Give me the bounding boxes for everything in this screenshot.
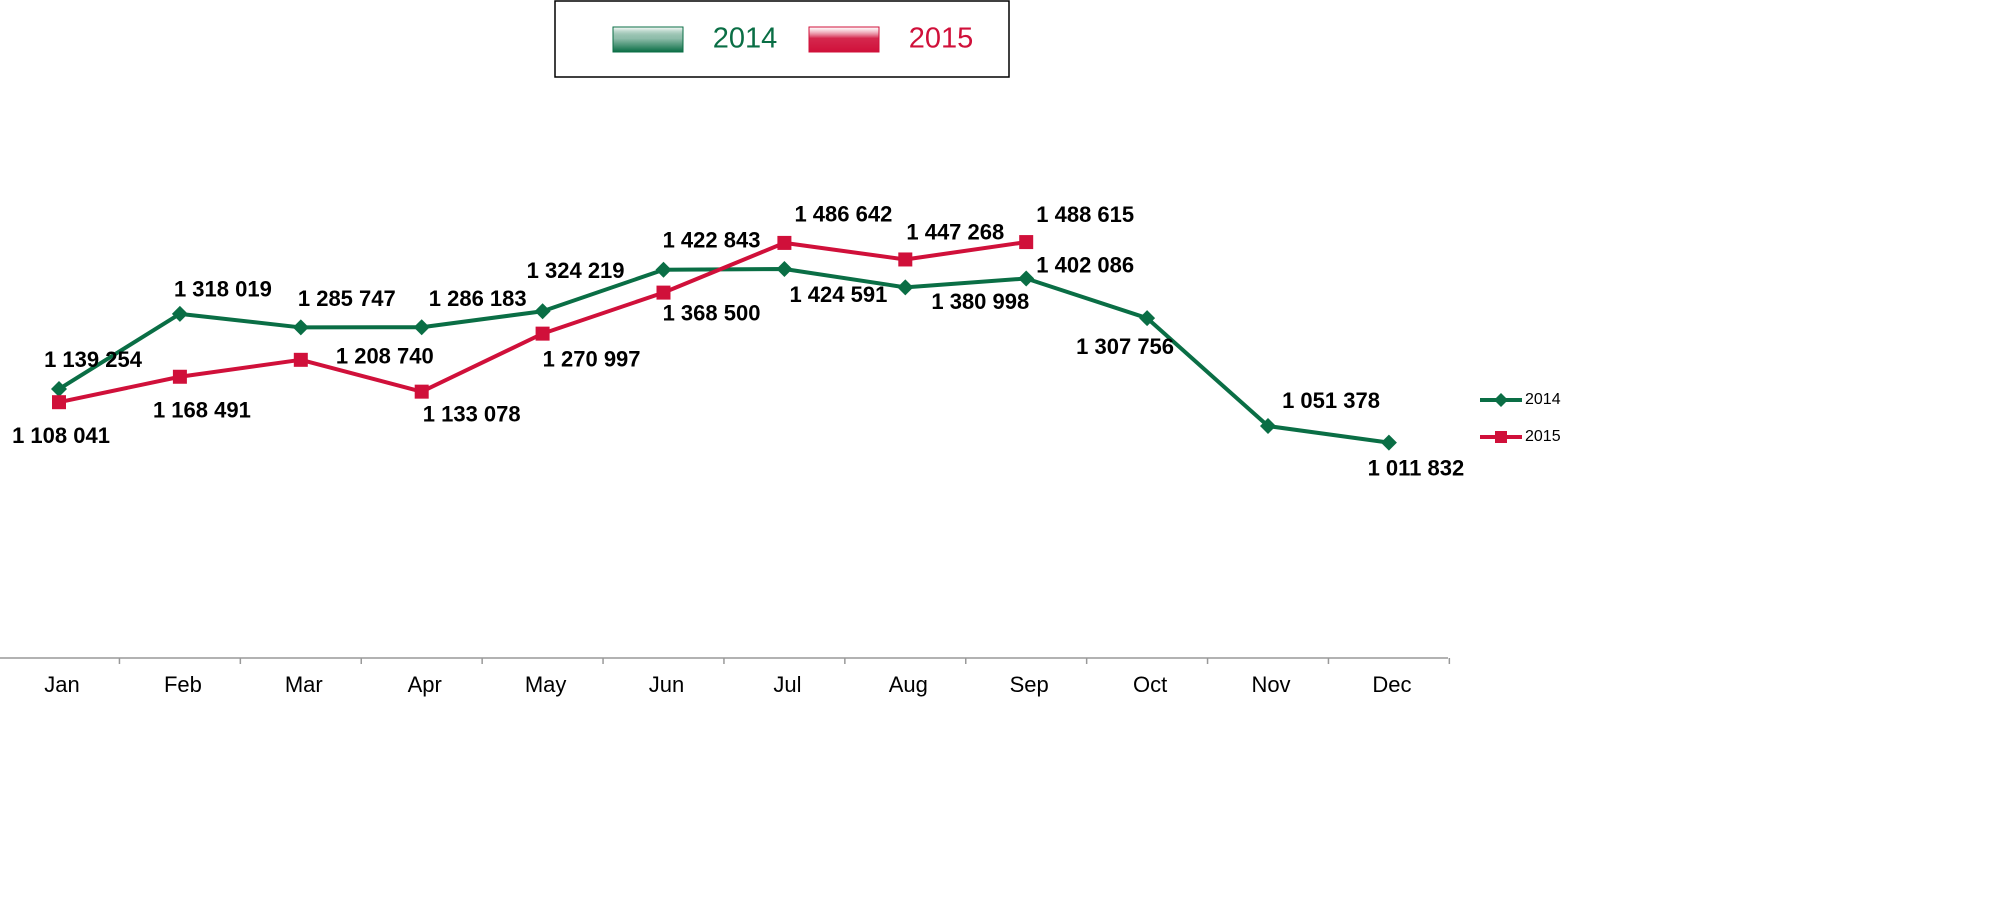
- x-tick-label: Mar: [285, 672, 323, 697]
- x-tick-label: Jan: [44, 672, 79, 697]
- x-tick-label: Dec: [1372, 672, 1411, 697]
- x-tick-label: Oct: [1133, 672, 1167, 697]
- legend-swatch: [612, 26, 684, 53]
- marker: [897, 279, 914, 296]
- marker: [1018, 270, 1035, 287]
- data-label: 1 402 086: [1036, 252, 1134, 277]
- x-tick-label: May: [525, 672, 567, 697]
- x-tick-label: Feb: [164, 672, 202, 697]
- marker: [655, 261, 672, 278]
- data-label: 1 318 019: [174, 277, 272, 302]
- data-label: 1 324 219: [527, 258, 625, 283]
- data-label: 1 139 254: [44, 347, 143, 372]
- data-label: 1 447 268: [906, 219, 1004, 244]
- data-label: 1 208 740: [336, 344, 434, 369]
- marker: [898, 252, 913, 267]
- marker: [293, 352, 308, 367]
- data-label: 1 108 041: [12, 423, 110, 448]
- x-tick-label: Jun: [649, 672, 684, 697]
- data-label: 1 488 615: [1036, 202, 1134, 227]
- data-label: 1 380 998: [931, 289, 1029, 314]
- marker: [292, 319, 309, 336]
- marker: [414, 384, 429, 399]
- x-tick-label: Aug: [889, 672, 928, 697]
- marker: [171, 305, 188, 322]
- data-label: 1 286 183: [429, 286, 527, 311]
- marker: [535, 326, 550, 341]
- x-tick-label: Jul: [773, 672, 801, 697]
- marker: [51, 381, 67, 398]
- x-tick-label: Sep: [1010, 672, 1049, 697]
- data-label: 1 422 843: [663, 228, 761, 253]
- x-tick-label: Nov: [1251, 672, 1290, 697]
- marker: [52, 395, 66, 410]
- data-label: 1 270 997: [543, 346, 641, 371]
- legend-label: 2014: [1525, 391, 1561, 408]
- legend-label: 2014: [713, 23, 778, 55]
- marker: [1260, 418, 1276, 435]
- marker: [1019, 235, 1034, 250]
- data-label: 1 307 756: [1076, 334, 1174, 359]
- marker: [1139, 310, 1156, 327]
- data-label: 1 486 642: [794, 202, 892, 227]
- data-label: 1 051 378: [1282, 388, 1380, 413]
- legend-label: 2015: [1525, 428, 1561, 445]
- data-label: 1 133 078: [423, 401, 521, 426]
- x-tick-label: Apr: [408, 672, 442, 697]
- data-label: 1 424 591: [789, 282, 887, 307]
- marker: [172, 369, 187, 384]
- data-label: 1 168 491: [153, 398, 251, 423]
- legend-label: 2015: [909, 23, 974, 55]
- marker: [1380, 434, 1397, 451]
- data-label: 1 285 747: [298, 286, 396, 311]
- data-label: 1 011 832: [1368, 455, 1465, 480]
- legend-marker: [1494, 393, 1508, 407]
- marker: [534, 303, 551, 320]
- marker: [413, 319, 430, 336]
- data-label: 1 368 500: [663, 300, 761, 325]
- marker: [776, 261, 793, 278]
- legend-swatch: [808, 26, 880, 53]
- marker: [777, 235, 792, 250]
- marker: [656, 285, 671, 300]
- legend-marker: [1495, 431, 1507, 443]
